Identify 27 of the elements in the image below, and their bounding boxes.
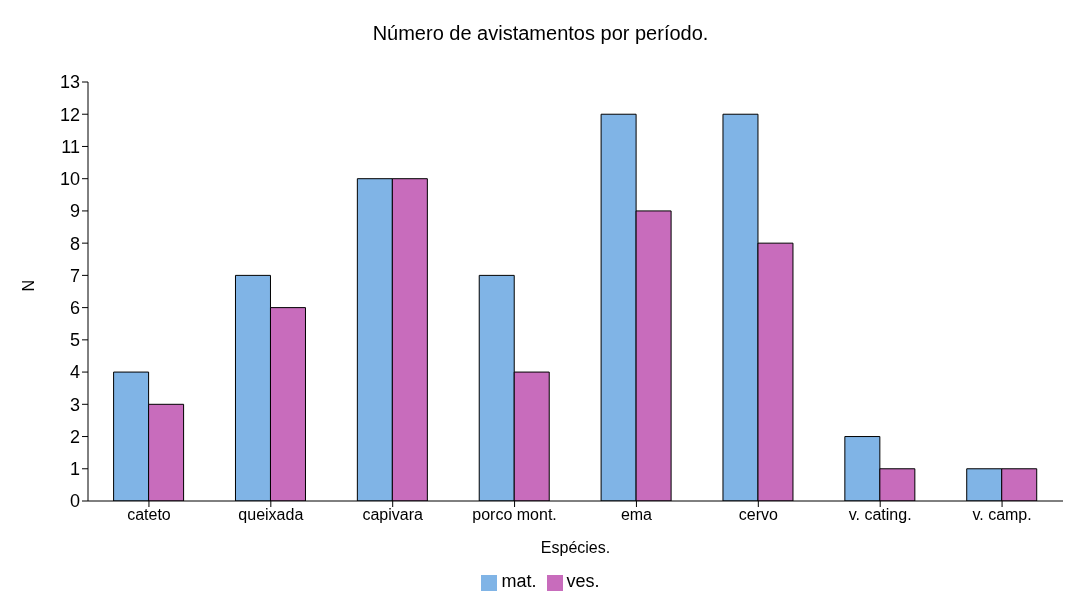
y-tick-label: 8 — [69, 233, 80, 254]
x-tick-label: cervo — [738, 506, 778, 524]
y-tick-label: 0 — [69, 491, 80, 512]
y-tick-label: 4 — [69, 362, 80, 383]
y-tick-label: 6 — [69, 298, 80, 319]
x-tick-label: capivara — [362, 506, 424, 524]
y-tick-label: 11 — [61, 136, 80, 157]
y-tick-label: 2 — [69, 426, 80, 447]
x-tick-label: v. cating. — [848, 506, 912, 524]
y-tick-label: 13 — [59, 72, 80, 93]
legend-label: ves. — [566, 571, 600, 591]
legend-label: mat. — [501, 571, 537, 591]
y-tick-label: 7 — [69, 265, 80, 286]
y-tick-label: 10 — [59, 169, 80, 190]
x-axis-title: Espécies. — [540, 539, 611, 556]
x-tick-label: cateto — [127, 506, 171, 524]
x-tick-label: porco mont. — [472, 506, 557, 524]
y-tick-label: 1 — [69, 459, 80, 480]
y-tick-label: 5 — [69, 330, 80, 351]
x-tick-label: queixada — [238, 506, 304, 524]
chart-title: Número de avistamentos por período. — [371, 21, 710, 46]
x-tick-label: v. camp. — [972, 506, 1032, 524]
y-tick-label: 9 — [69, 201, 80, 222]
x-tick-label: ema — [620, 506, 653, 524]
y-axis-title: N — [19, 279, 37, 292]
y-tick-label: 3 — [69, 394, 80, 415]
y-tick-label: 12 — [59, 104, 80, 125]
